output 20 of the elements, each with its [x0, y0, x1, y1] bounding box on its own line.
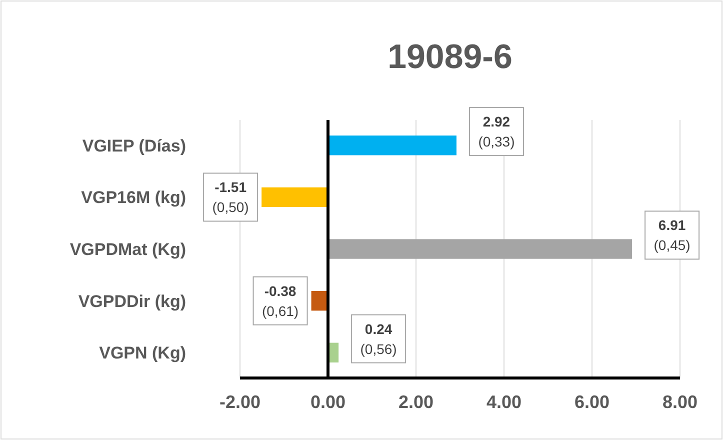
data-label: 2.92 (0,33): [478, 114, 515, 150]
bar: [262, 187, 328, 208]
data-label: 0.24 (0,56): [360, 320, 397, 357]
x-tick-label: 8.00: [662, 392, 698, 412]
x-tick-label: 4.00: [486, 392, 522, 412]
x-tick-label: 6.00: [574, 392, 610, 412]
x-tick-label: -2.00: [219, 392, 261, 412]
x-tick-label: 2.00: [398, 392, 434, 412]
data-label: -1.51 (0,50): [212, 179, 249, 216]
y-tick-label: VGPN (Kg): [99, 344, 186, 363]
bar: [328, 239, 632, 259]
x-tick-label: 0.00: [310, 392, 346, 412]
y-tick-label: VGPDDir (kg): [78, 292, 186, 311]
data-label: 6.91 (0,45): [654, 217, 690, 254]
chart-title: 19089-6: [388, 38, 512, 76]
bar: [328, 136, 456, 156]
y-tick-label: VGP16M (kg): [81, 188, 186, 208]
y-tick-label: VGPDMat (Kg): [70, 240, 186, 259]
y-tick-label: VGIEP (Días): [82, 136, 186, 156]
data-label: -0.38 (0,61): [262, 282, 299, 319]
